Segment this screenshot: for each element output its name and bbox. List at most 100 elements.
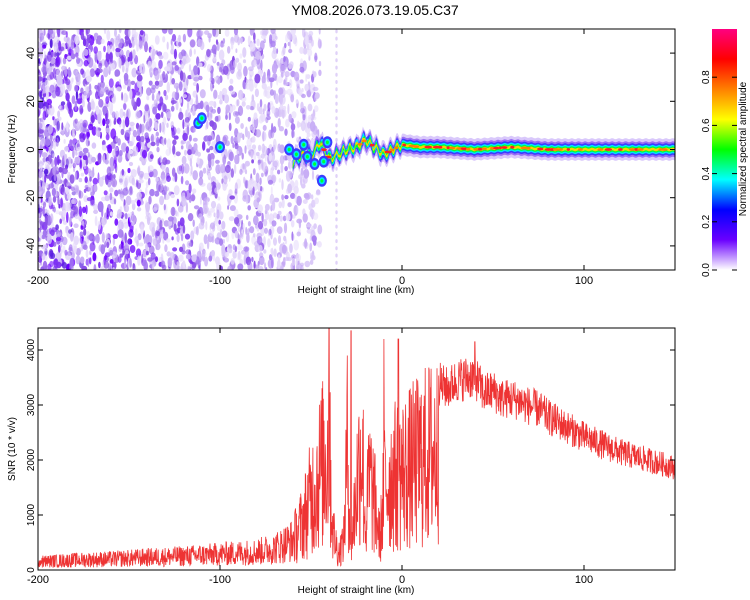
noise-speck xyxy=(89,176,92,182)
noise-speck xyxy=(291,257,296,266)
noise-speck xyxy=(145,206,150,218)
noise-speck xyxy=(250,150,254,159)
noise-speck xyxy=(59,218,62,224)
noise-speck xyxy=(233,163,237,174)
noise-speck xyxy=(144,112,149,122)
noise-speck xyxy=(181,250,186,255)
noise-speck xyxy=(124,212,128,220)
noise-speck xyxy=(143,236,147,244)
noise-speck xyxy=(48,196,53,206)
noise-speck xyxy=(77,72,82,82)
noise-speck xyxy=(75,52,79,58)
noise-speck xyxy=(251,136,256,143)
noise-speck xyxy=(253,112,258,120)
noise-speck xyxy=(273,197,280,203)
noise-speck xyxy=(164,244,168,253)
signal-hotspot xyxy=(402,143,407,147)
signal-hotspot xyxy=(634,148,639,151)
noise-speck xyxy=(97,82,101,92)
noise-speck xyxy=(284,71,290,78)
noise-speck xyxy=(161,264,167,270)
noise-speck xyxy=(145,244,149,250)
noise-speck xyxy=(110,171,114,182)
noise-speck xyxy=(138,138,142,149)
noise-speck xyxy=(171,167,176,177)
noise-speck xyxy=(188,242,193,247)
noise-speck xyxy=(186,77,189,86)
noise-speck xyxy=(293,185,299,195)
noise-speck xyxy=(115,135,119,143)
noise-speck xyxy=(48,29,54,35)
noise-speck xyxy=(68,218,72,227)
noise-speck xyxy=(136,199,141,207)
noise-speck xyxy=(155,113,161,120)
noise-speck xyxy=(52,68,57,79)
noise-speck xyxy=(263,219,268,227)
noise-speck xyxy=(174,172,178,183)
spectrogram-y-ticks: -40 -20 0 20 40 xyxy=(25,47,675,254)
noise-speck xyxy=(85,69,91,80)
noise-speck xyxy=(189,157,193,167)
noise-speck xyxy=(42,44,47,49)
noise-speck xyxy=(314,92,320,99)
noise-speck xyxy=(242,59,247,64)
noise-speck xyxy=(65,186,69,195)
y-tick-label: 0 xyxy=(25,146,37,152)
noise-speck xyxy=(58,204,61,209)
noise-speck xyxy=(112,149,117,158)
noise-speck xyxy=(257,220,264,230)
noise-speck xyxy=(118,78,121,85)
noise-speck xyxy=(211,77,215,85)
noise-speck xyxy=(114,29,117,37)
noise-speck xyxy=(267,102,271,112)
noise-speck xyxy=(278,178,282,183)
noise-speck xyxy=(93,264,97,270)
noise-speck xyxy=(102,118,106,127)
noise-speck xyxy=(144,104,149,112)
noise-speck xyxy=(172,144,176,155)
noise-speck xyxy=(182,119,185,130)
noise-speck xyxy=(195,94,199,106)
noise-speck xyxy=(38,108,41,118)
noise-speck xyxy=(155,256,158,263)
noise-speck xyxy=(165,73,168,82)
signal-hotspot xyxy=(384,150,393,154)
noise-speck xyxy=(131,135,135,145)
noise-speck xyxy=(148,80,153,86)
noise-speck xyxy=(335,123,338,128)
noise-speck xyxy=(335,65,338,70)
noise-speck xyxy=(103,45,106,53)
noise-speck xyxy=(97,154,102,165)
noise-speck xyxy=(55,52,60,57)
noise-speck xyxy=(79,231,84,237)
noise-speck xyxy=(97,220,102,231)
noise-speck xyxy=(306,228,313,234)
noise-speck xyxy=(174,65,179,71)
noise-speck xyxy=(116,38,123,49)
noise-speck xyxy=(119,58,122,69)
noise-speck xyxy=(156,234,159,241)
noise-speck xyxy=(282,256,286,268)
noise-speck xyxy=(262,145,268,156)
signal-hotspot xyxy=(661,148,668,151)
noise-speck xyxy=(257,204,263,214)
noise-speck xyxy=(180,163,185,175)
noise-speck xyxy=(258,255,265,266)
noise-speck xyxy=(182,94,188,99)
noise-speck xyxy=(43,29,46,36)
noise-speck xyxy=(106,166,112,176)
noise-speck xyxy=(185,109,188,118)
noise-speck xyxy=(288,171,293,179)
noise-speck xyxy=(52,139,57,150)
noise-speck xyxy=(92,166,95,178)
signal-hotspot xyxy=(361,139,367,143)
noise-speck xyxy=(300,176,303,186)
noise-speck xyxy=(257,155,262,160)
noise-speck xyxy=(125,129,131,137)
signal-hotspot xyxy=(537,147,544,151)
noise-speck xyxy=(39,32,45,41)
noise-speck xyxy=(144,132,149,139)
noise-speck xyxy=(290,94,295,103)
noise-speck xyxy=(290,192,296,199)
noise-speck xyxy=(96,114,102,123)
